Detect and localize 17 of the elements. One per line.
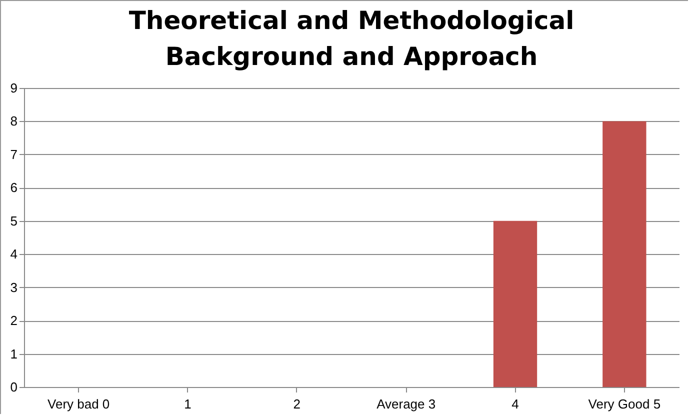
y-tick-label: 2 — [10, 313, 18, 328]
x-tick-label: 1 — [184, 396, 192, 412]
x-tick-label: Average 3 — [376, 396, 436, 412]
x-tick-label: 2 — [293, 396, 301, 412]
y-tick-label: 5 — [10, 213, 18, 228]
y-tick-label: 0 — [10, 380, 18, 394]
x-tick-label: 4 — [512, 396, 519, 412]
y-tick-label: 4 — [10, 246, 18, 262]
y-tick-label: 8 — [10, 114, 18, 129]
y-tick-label: 3 — [10, 280, 18, 295]
y-tick-label: 6 — [10, 180, 18, 196]
x-tick-label: Very bad 0 — [48, 396, 110, 412]
y-tick-label: 1 — [10, 346, 18, 362]
y-tick-label: 7 — [10, 146, 18, 162]
y-tick-label: 9 — [10, 80, 18, 96]
chart-title: Theoretical and Methodological Background and Approach — [128, 6, 574, 71]
x-tick-label: Very Good 5 — [588, 396, 661, 412]
